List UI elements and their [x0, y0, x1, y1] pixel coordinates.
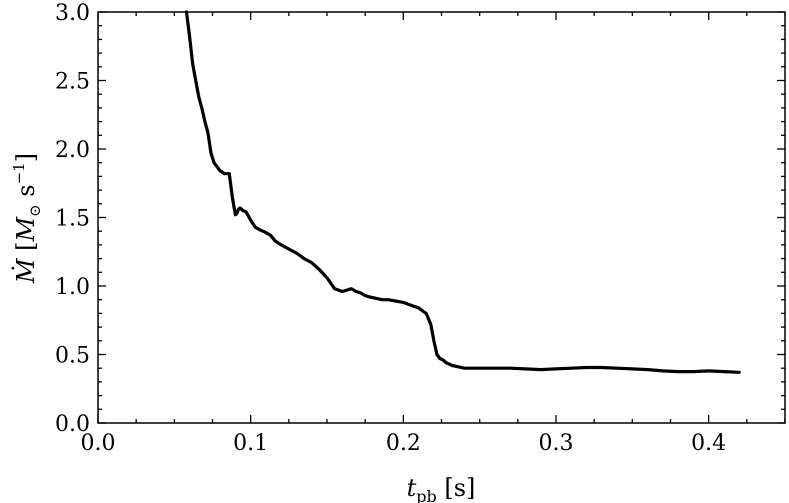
x-axis-label: tpb [s]	[407, 474, 476, 503]
y-tick-label: 0.0	[55, 412, 90, 437]
y-tick-label: 1.5	[55, 207, 90, 232]
plot-area	[184, 10, 741, 374]
y-tick-label: 3.0	[55, 1, 90, 26]
y-axis-label: Ṁ [M⊙ s−1]	[10, 153, 44, 284]
y-tick-label: 2.0	[55, 138, 90, 163]
x-tick-label: 0.1	[233, 431, 268, 456]
y-tick-label: 1.0	[55, 275, 90, 300]
x-tick-label: 0.2	[386, 431, 421, 456]
x-tick-label: 0.3	[539, 431, 574, 456]
axes-frame	[97, 11, 786, 424]
x-tick-label: 0.4	[691, 431, 726, 456]
y-tick-label: 2.5	[55, 70, 90, 95]
ticks	[97, 11, 786, 424]
y-tick-label: 0.5	[55, 344, 90, 369]
tick-labels: 0.0 0.1 0.2 0.3 0.4 0.0 0.5 1.0 1.5 2.0 2.5 3.0	[55, 1, 726, 456]
x-tick-label: 0.0	[81, 431, 116, 456]
series-line-0	[184, 10, 741, 374]
